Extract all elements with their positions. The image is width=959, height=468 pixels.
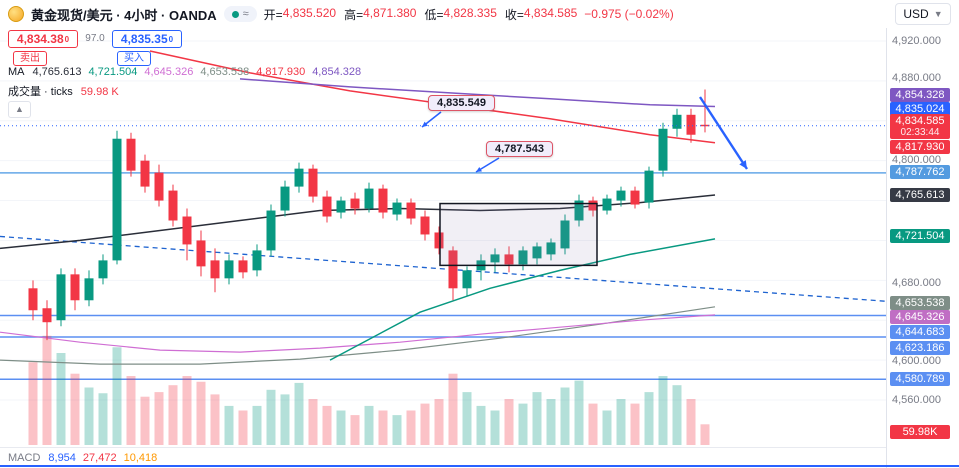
indicator-value: 4,721.504 bbox=[88, 66, 138, 78]
rectangle-drawing[interactable] bbox=[439, 202, 598, 267]
price-axis-badge: 4,645.326 bbox=[890, 310, 950, 324]
price-axis-badge: 4,580.789 bbox=[890, 372, 950, 386]
sell-tag[interactable]: 卖出 bbox=[13, 51, 47, 66]
indicator-value: 4,653.538 bbox=[200, 66, 250, 78]
buy-price: 4,835.35 bbox=[120, 32, 168, 46]
trend-lines[interactable] bbox=[0, 235, 886, 302]
price-axis-label: 4,560.000 bbox=[892, 394, 941, 406]
sell-button[interactable]: 4,834.38 0 bbox=[8, 30, 78, 48]
symbol-title[interactable]: 黄金现货/美元 · 4小时 · OANDA bbox=[31, 7, 217, 23]
sell-price-sup: 0 bbox=[64, 34, 70, 44]
price-axis-label: 4,920.000 bbox=[892, 35, 941, 47]
collapse-pane-button[interactable]: ▲ bbox=[8, 101, 31, 118]
candles-layer[interactable] bbox=[28, 89, 710, 341]
ma-4854 bbox=[239, 78, 716, 108]
price-axis-label: 4,800.000 bbox=[892, 154, 941, 166]
macd-legend-row[interactable]: MACD 8,954 27,472 10,418 bbox=[8, 452, 164, 464]
approx-icon: ≈ bbox=[242, 8, 249, 20]
chart-plot-area[interactable] bbox=[0, 40, 886, 445]
indicator-value: 4,765.613 bbox=[32, 66, 82, 78]
indicator-value: 4,645.326 bbox=[144, 66, 194, 78]
arrow-drawings[interactable] bbox=[421, 96, 749, 173]
currency-dropdown[interactable]: USD ▼ bbox=[895, 3, 951, 25]
buy-sell-widget: 4,834.38 0 卖出 97.0 4,835.35 0 买入 bbox=[8, 30, 182, 66]
pane-separator[interactable] bbox=[0, 447, 886, 448]
price-axis-badge: 4,835.024 bbox=[890, 102, 950, 116]
buy-tag[interactable]: 买入 bbox=[117, 51, 151, 66]
price-axis-badge: 4,787.762 bbox=[890, 165, 950, 179]
volume-value: 59.98 K bbox=[80, 86, 119, 98]
price-axis-badge: 4,653.538 bbox=[890, 296, 950, 310]
price-axis-label: 4,880.000 bbox=[892, 72, 941, 84]
price-axis-badge: 4,834.585 02:33:44 bbox=[890, 114, 950, 139]
pane-resize-highlight[interactable] bbox=[0, 465, 959, 467]
indicator-value: 8,954 bbox=[48, 452, 76, 464]
indicator-value: 10,418 bbox=[123, 452, 158, 464]
ohlc-values: 开= 4,835.520 高= 4,871.380 低= 4,828.335 收= 4,834… bbox=[264, 6, 578, 23]
symbol-logo-icon bbox=[8, 6, 24, 22]
currency-label: USD bbox=[903, 7, 929, 21]
chevron-down-icon: ▼ bbox=[933, 9, 943, 19]
ohlc-pair: 高= 4,871.380 bbox=[344, 5, 417, 22]
buy-button[interactable]: 4,835.35 0 bbox=[112, 30, 182, 48]
macd-values: 8,954 27,472 10,418 bbox=[48, 452, 164, 464]
price-axis-badge: 4,854.328 bbox=[890, 88, 950, 102]
volume-label: 成交量 · ticks bbox=[8, 86, 73, 98]
countdown-timer: 02:33:44 bbox=[900, 127, 940, 138]
ohlc-pair: 低= 4,828.335 bbox=[424, 5, 497, 22]
macd-label: MACD bbox=[8, 452, 41, 464]
chevron-up-icon: ▲ bbox=[15, 104, 24, 114]
price-axis-badge: 4,721.504 bbox=[890, 229, 950, 243]
price-axis-badge: 59.98K bbox=[890, 425, 950, 439]
sell-price: 4,834.38 bbox=[16, 32, 64, 46]
market-status-pill[interactable]: ≈ bbox=[223, 6, 257, 22]
ma-4721 bbox=[329, 238, 716, 361]
ma-legend-row[interactable]: MA 4,765.613 4,721.504 4,645.326 4,653.538 4… bbox=[8, 66, 368, 78]
buy-price-sup: 0 bbox=[168, 34, 174, 44]
price-axis[interactable]: 4,920.000 4,880.000 4,854.328 4,835.024 4,83… bbox=[886, 0, 959, 468]
price-callout-4787[interactable]: 4,787.543 bbox=[486, 141, 553, 157]
market-open-dot-icon bbox=[231, 10, 239, 18]
indicator-value: 4,854.328 bbox=[312, 66, 362, 78]
price-axis-badge: 4,623.186 bbox=[890, 341, 950, 355]
price-axis-badge: 4,765.613 bbox=[890, 188, 950, 202]
ma-values: 4,765.613 4,721.504 4,645.326 4,653.538 4,81… bbox=[33, 66, 369, 78]
top-toolbar: 黄金现货/美元 · 4小时 · OANDA ≈ 开= 4,835.520 高= 4,8… bbox=[0, 0, 959, 28]
price-axis-badge: 4,817.930 bbox=[890, 140, 950, 154]
spread-value: 97.0 bbox=[85, 33, 105, 44]
ohlc-pair: 开= 4,835.520 bbox=[263, 5, 337, 22]
price-callout-4835[interactable]: 4,835.549 bbox=[428, 95, 495, 111]
ma-4653 bbox=[0, 306, 716, 365]
volume-bars-layer[interactable] bbox=[28, 335, 710, 445]
indicator-value: 4,817.930 bbox=[256, 66, 306, 78]
price-axis-badge: 4,644.683 bbox=[890, 325, 950, 339]
price-axis-label: 4,600.000 bbox=[892, 355, 941, 367]
price-axis-label: 4,680.000 bbox=[892, 277, 941, 289]
ohlc-pair: 收= 4,834.585 bbox=[504, 5, 578, 22]
ma-4645 bbox=[0, 314, 716, 353]
ma-label: MA bbox=[8, 66, 25, 78]
price-change: −0.975 (−0.02%) bbox=[584, 7, 674, 21]
volume-legend-row[interactable]: 成交量 · ticks 59.98 K bbox=[8, 83, 119, 99]
indicator-value: 27,472 bbox=[82, 452, 117, 464]
